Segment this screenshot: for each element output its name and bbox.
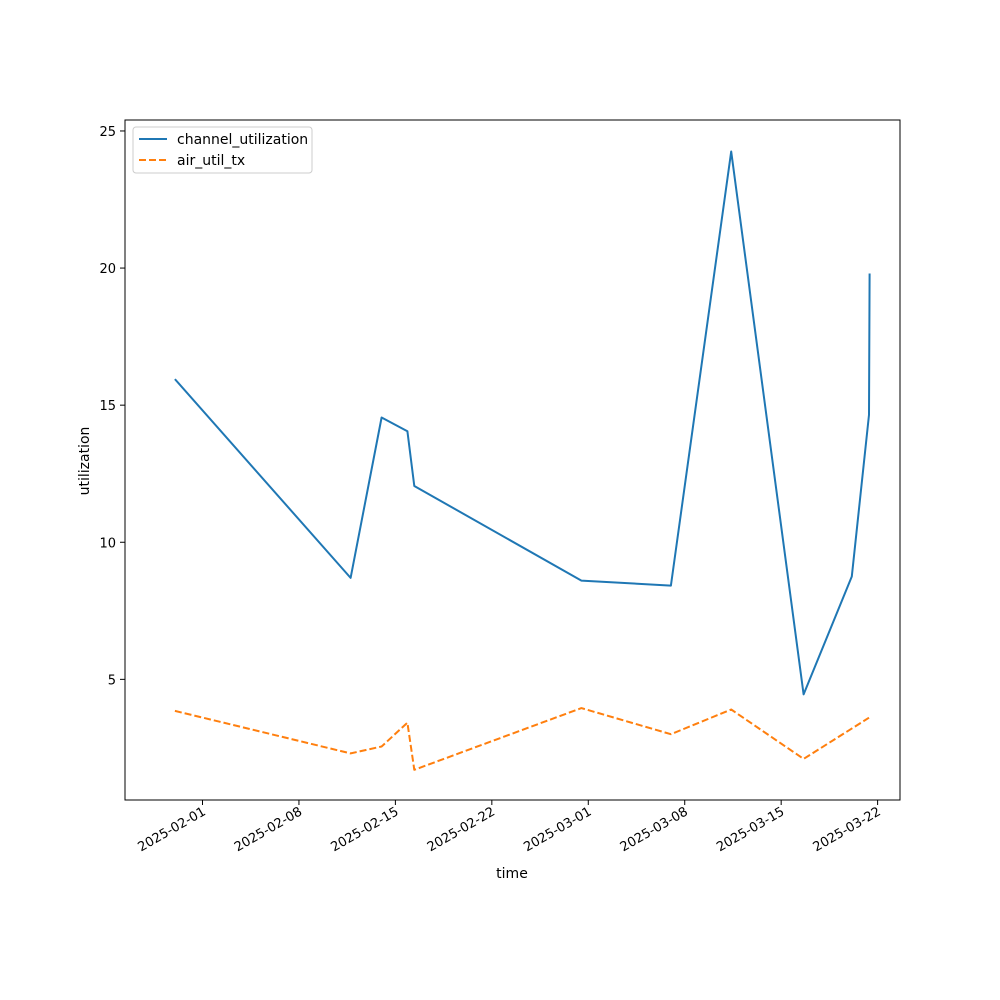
legend: channel_utilization air_util_tx xyxy=(132,126,313,174)
y-tick-label: 10 xyxy=(99,536,116,551)
x-axis-label: time xyxy=(496,866,528,882)
y-tick-label: 5 xyxy=(108,673,116,688)
legend-box xyxy=(132,126,313,174)
series-line-air_util_tx xyxy=(174,707,870,771)
legend-label-channel_utilization: channel_utilization xyxy=(177,132,308,148)
y-tick-label: 15 xyxy=(99,399,116,414)
y-tick-label: 25 xyxy=(99,125,116,140)
y-axis-label: utilization xyxy=(77,427,93,496)
plot-lines xyxy=(174,150,871,771)
y-axis-ticks: 5 10 15 20 25 xyxy=(99,125,125,688)
plot-area-frame xyxy=(124,119,901,801)
legend-label-air_util_tx: air_util_tx xyxy=(177,153,245,169)
series-line-channel_utilization xyxy=(174,150,871,696)
y-tick-label: 20 xyxy=(99,262,116,277)
